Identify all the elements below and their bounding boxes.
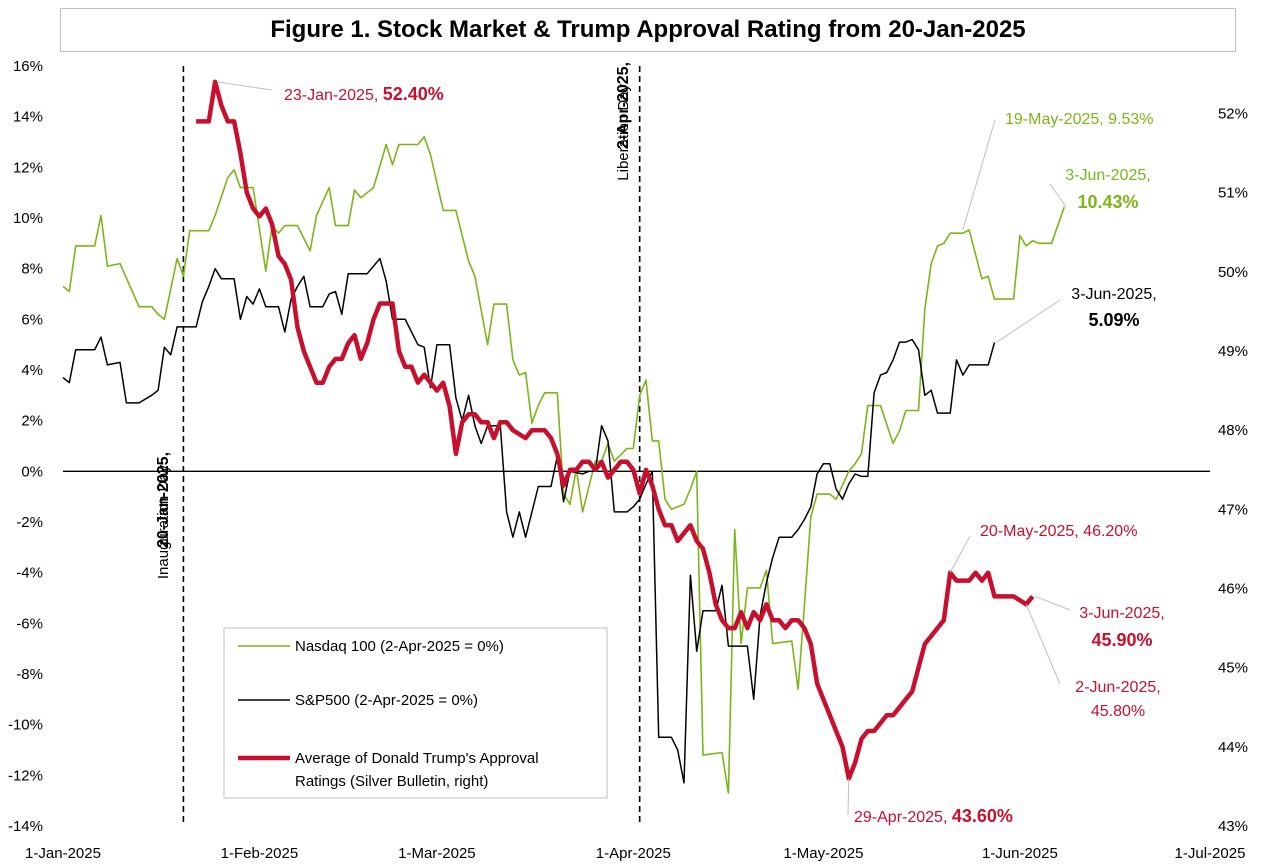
leader-a5 <box>949 535 971 573</box>
x-tick-label: 1-Jun-2025 <box>982 845 1058 862</box>
x-tick-label: 1-Jan-2025 <box>25 845 101 862</box>
y-left-tick-label: 2% <box>21 413 43 430</box>
y-right-tick-label: 52% <box>1218 106 1248 123</box>
leader-a3 <box>1049 183 1067 208</box>
annotation-a3-date: 3-Jun-2025, <box>1065 167 1150 184</box>
y-left-tick-label: -8% <box>16 666 43 683</box>
y-right-tick-label: 49% <box>1218 343 1248 360</box>
leader-a2 <box>962 119 996 231</box>
annotation-a4-date: 3-Jun-2025, <box>1071 286 1156 303</box>
y-right-tick-label: 48% <box>1218 422 1248 439</box>
annotation-a8: 29-Apr-2025, 43.60% <box>854 806 1013 826</box>
leader-a1 <box>217 81 273 91</box>
x-tick-label: 1-Jul-2025 <box>1175 845 1246 862</box>
leader-a6 <box>1035 595 1071 611</box>
legend-label-nasdaq: Nasdaq 100 (2-Apr-2025 = 0%) <box>295 638 504 655</box>
y-left-tick-label: -4% <box>16 565 43 582</box>
chart-title-box: Figure 1. Stock Market & Trump Approval … <box>60 8 1236 52</box>
y-right-tick-label: 50% <box>1218 264 1248 281</box>
x-tick-label: 1-May-2025 <box>783 845 863 862</box>
y-left-tick-label: -10% <box>8 717 43 734</box>
nasdaq-line <box>62 136 1065 794</box>
y-right-tick-label: 47% <box>1218 501 1248 518</box>
y-left-tick-label: 16% <box>13 58 43 75</box>
legend-box <box>223 627 608 799</box>
y-left-tick-label: 8% <box>21 261 43 278</box>
leader-a4 <box>996 299 1061 343</box>
annotation-a1: 23-Jan-2025, 52.40% <box>284 84 444 104</box>
annotation-a4-value: 5.09% <box>1088 310 1139 330</box>
annotation-a3-value: 10.43% <box>1077 192 1138 212</box>
x-tick-label: 1-Mar-2025 <box>398 845 476 862</box>
x-tick-label: 1-Feb-2025 <box>221 845 299 862</box>
y-left-tick-label: 10% <box>13 210 43 227</box>
annotation-a6-date: 3-Jun-2025, <box>1079 605 1164 622</box>
y-right-tick-label: 45% <box>1218 660 1248 677</box>
legend-label-approval-cont: Ratings (Silver Bulletin, right) <box>295 773 488 790</box>
annotation-a5: 20-May-2025, 46.20% <box>980 523 1137 540</box>
event-line-label: 20-Jan-2025, <box>155 452 172 548</box>
legend-label-sp500: S&P500 (2-Apr-2025 = 0%) <box>295 692 478 709</box>
y-left-tick-label: 0% <box>21 463 43 480</box>
y-left-tick-label: -12% <box>8 767 43 784</box>
sp500-line <box>62 257 996 784</box>
legend-label-approval: Average of Donald Trump's Approval <box>295 750 539 767</box>
y-right-tick-label: 44% <box>1218 739 1248 756</box>
y-left-tick-label: 12% <box>13 159 43 176</box>
event-line-sublabel: Inauguration Day <box>155 464 172 579</box>
chart-title: Figure 1. Stock Market & Trump Approval … <box>270 16 1026 43</box>
y-right-tick-label: 51% <box>1218 185 1248 202</box>
y-left-tick-label: -6% <box>16 615 43 632</box>
event-line-sublabel: Liberation Day <box>615 84 632 181</box>
y-left-tick-label: 6% <box>21 311 43 328</box>
annotation-a7-date: 2-Jun-2025, <box>1075 679 1160 696</box>
approval-line <box>196 79 1035 781</box>
annotation-a7-value: 45.80% <box>1091 703 1145 720</box>
y-right-tick-label: 46% <box>1218 581 1248 598</box>
y-right-tick-label: 43% <box>1218 818 1248 835</box>
y-left-tick-label: 4% <box>21 362 43 379</box>
x-tick-label: 1-Apr-2025 <box>596 845 671 862</box>
annotation-a6-value: 45.90% <box>1091 630 1152 650</box>
leader-a7 <box>1025 604 1061 685</box>
y-left-tick-label: 14% <box>13 109 43 126</box>
annotation-a2: 19-May-2025, 9.53% <box>1005 111 1154 128</box>
y-left-tick-label: -14% <box>8 818 43 835</box>
leader-a8 <box>847 778 850 816</box>
y-left-tick-label: -2% <box>16 514 43 531</box>
event-line-label: 2-Apr-2025, <box>615 62 632 149</box>
